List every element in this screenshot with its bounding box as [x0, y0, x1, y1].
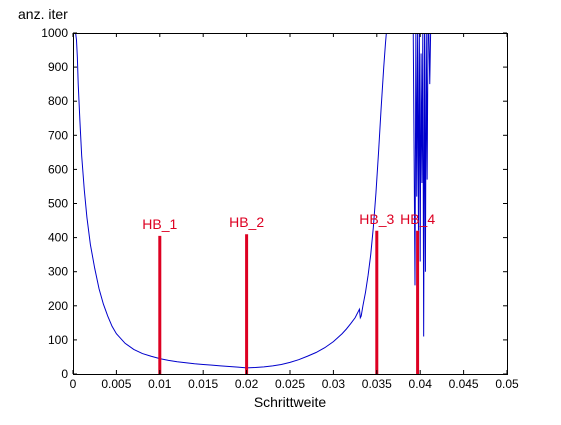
plot-area — [73, 33, 507, 374]
x-axis-label: Schrittweite — [254, 394, 327, 410]
x-tick-label: 0.03 — [322, 377, 346, 391]
x-tick-label: 0.005 — [101, 377, 131, 391]
x-tick-label: 0.05 — [495, 377, 519, 391]
x-tick-label: 0.015 — [188, 377, 218, 391]
x-tick-label: 0.02 — [235, 377, 259, 391]
y-tick-label: 300 — [48, 265, 68, 279]
x-tick-label: 0.035 — [362, 377, 392, 391]
marker-layer: HB_1 HB_2 HB_3 HB_4 — [142, 211, 435, 374]
x-tick-label: 0.025 — [275, 377, 305, 391]
y-axis-label: anz. iter — [18, 6, 68, 22]
y-tick-label: 600 — [48, 162, 68, 176]
y-tick-label: 900 — [48, 60, 68, 74]
marker-label-hb-4: HB_4 — [400, 211, 435, 227]
x-tick-label: 0 — [70, 377, 77, 391]
y-tick-label: 500 — [48, 197, 68, 211]
marker-label-hb-3: HB_3 — [359, 211, 394, 227]
x-tick-label: 0.01 — [148, 377, 172, 391]
y-tick-label: 800 — [48, 94, 68, 108]
y-tick-label: 100 — [48, 333, 68, 347]
marker-label-hb-1: HB_1 — [142, 216, 177, 232]
y-tick-label: 700 — [48, 128, 68, 142]
x-tick-label: 0.04 — [409, 377, 433, 391]
tick-layer: 0 0.005 0.01 0.015 0.02 0.025 0.03 0.035 0.04 0.0… — [41, 26, 519, 391]
series-layer — [75, 33, 432, 369]
marker-label-hb-2: HB_2 — [229, 214, 264, 230]
y-tick-label: 0 — [61, 367, 68, 381]
iteration-curve-segment-2 — [412, 33, 432, 337]
y-tick-label: 200 — [48, 299, 68, 313]
y-tick-label: 400 — [48, 231, 68, 245]
x-tick-label: 0.045 — [449, 377, 479, 391]
y-tick-label: 1000 — [41, 26, 68, 40]
iteration-curve-segment-1 — [75, 33, 387, 369]
